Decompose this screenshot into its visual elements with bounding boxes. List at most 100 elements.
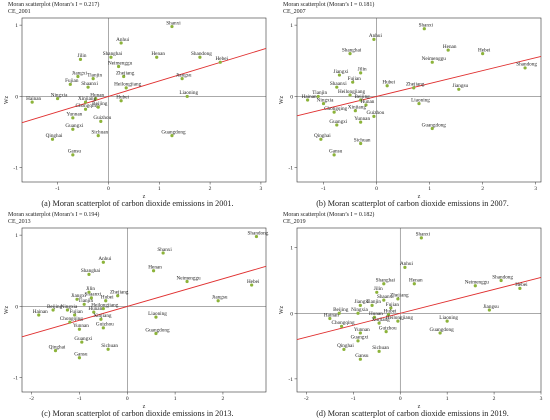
point-label: Shaanxi	[330, 81, 347, 87]
point-label: Guangdong	[145, 327, 170, 333]
point-label: Anhui	[116, 37, 130, 43]
point-label: Shanxi	[166, 20, 181, 26]
data-point	[332, 110, 336, 114]
x-tick-label: 2	[222, 396, 225, 402]
panel-title: Moran scatterplot (Moran’s I = 0.181) CE…	[283, 2, 374, 16]
point-label: Hunan	[90, 92, 104, 98]
figure-caption: (d) Moran scatterplot of carbon dioxide …	[316, 409, 509, 418]
data-point	[94, 96, 98, 101]
data-point	[351, 80, 355, 84]
data-point	[83, 107, 88, 111]
point-label: Jilin	[77, 53, 86, 59]
x-tick-label: 2	[493, 396, 496, 402]
data-point	[375, 290, 379, 294]
data-point	[364, 103, 368, 107]
data-point	[161, 251, 165, 255]
data-point	[359, 71, 363, 75]
point-label: Shandong	[492, 274, 513, 280]
point-label: Liaoning	[439, 315, 458, 321]
point-label: Hainan	[26, 96, 41, 102]
point-label: Qinghai	[46, 133, 63, 139]
data-point	[377, 321, 381, 325]
data-point	[473, 284, 477, 288]
point-label: Henan	[151, 51, 165, 57]
point-label: Zhejiang	[116, 70, 135, 76]
point-label: Gansu	[74, 352, 88, 358]
point-label: Ningxia	[61, 304, 78, 310]
y-tick-label: 0	[290, 311, 293, 317]
x-tick-label: 3	[260, 186, 263, 192]
point-label: Guangxi	[329, 119, 347, 125]
y-axis-label: Wz	[279, 306, 285, 315]
point-label: Hubei	[382, 80, 395, 86]
fitted-regression-line	[21, 48, 267, 124]
data-point	[104, 299, 108, 303]
point-label: Heilongjiang	[338, 89, 365, 95]
point-label: Hunan	[361, 99, 375, 105]
data-point	[101, 260, 105, 264]
point-label: Shandong	[248, 230, 269, 236]
point-label: Hebei	[515, 282, 528, 288]
data-point	[99, 119, 103, 123]
point-label: Ningxia	[317, 97, 334, 103]
point-label: Jiangxi	[354, 299, 370, 305]
point-label: Jiangsu	[212, 295, 228, 301]
figure-caption: (c) Moran scatterplot of carbon dioxide …	[41, 409, 234, 418]
point-label: Guizhou	[379, 325, 397, 331]
data-point	[384, 330, 388, 334]
data-point	[430, 126, 434, 131]
data-point	[389, 306, 393, 310]
x-tick-label: 1	[158, 186, 161, 192]
point-label: Shanxi	[157, 247, 172, 253]
point-label: Shandong	[191, 51, 212, 57]
data-point	[116, 64, 121, 69]
point-label: Gansu	[329, 149, 343, 155]
point-label: Hebei	[216, 56, 229, 62]
point-label: Yunnan	[354, 327, 370, 333]
point-label: Beijing	[92, 101, 108, 107]
y-tick-label: 1	[290, 23, 293, 29]
plot-frame	[21, 17, 267, 183]
point-label: Xinjiang	[78, 96, 97, 102]
point-label: Ningxia	[51, 92, 68, 98]
data-point	[457, 87, 461, 91]
x-tick-label: 3	[534, 186, 537, 192]
point-label: Ningxia	[351, 307, 368, 313]
data-point	[96, 134, 100, 138]
point-label: Fujian	[386, 302, 400, 308]
point-label: Chongqing	[60, 316, 83, 322]
point-label: Yunnan	[66, 112, 82, 118]
data-point	[358, 303, 362, 308]
point-label: Xinjiang	[93, 313, 112, 319]
data-point	[342, 347, 346, 351]
point-label: Beijing	[355, 94, 371, 100]
data-point	[316, 94, 320, 99]
point-label: Heilongjiang	[91, 302, 118, 308]
y-tick-label: 1	[15, 233, 18, 239]
data-point	[445, 319, 449, 323]
y-tick-label: 1	[15, 23, 18, 29]
data-point	[356, 339, 360, 343]
point-label: Hunan	[88, 306, 102, 312]
point-label: Guangxi	[65, 123, 83, 129]
data-point	[119, 99, 123, 103]
x-tick-label: 1	[174, 396, 177, 402]
point-label: Anhui	[400, 261, 414, 267]
x-tick-label: -1	[55, 186, 60, 192]
point-label: Jilin	[358, 67, 367, 73]
scatterplot-panel-2007: Moran scatterplot (Moran’s I = 0.181) CE…	[275, 0, 550, 210]
point-label: Chongqing	[332, 320, 355, 326]
point-label: Anhui	[369, 33, 383, 39]
point-label: Hebei	[478, 47, 491, 53]
point-label: Gansu	[355, 353, 369, 359]
data-point	[412, 282, 416, 286]
point-label: Sichuan	[101, 343, 118, 349]
point-label: Guizhou	[366, 110, 384, 116]
data-point	[356, 311, 360, 315]
data-point	[372, 315, 377, 319]
data-point	[386, 312, 391, 317]
data-point	[321, 101, 326, 106]
point-label: Guangxi	[74, 336, 92, 342]
point-label: Henan	[409, 278, 423, 284]
chart-subtitle: CE_2013	[8, 219, 31, 225]
